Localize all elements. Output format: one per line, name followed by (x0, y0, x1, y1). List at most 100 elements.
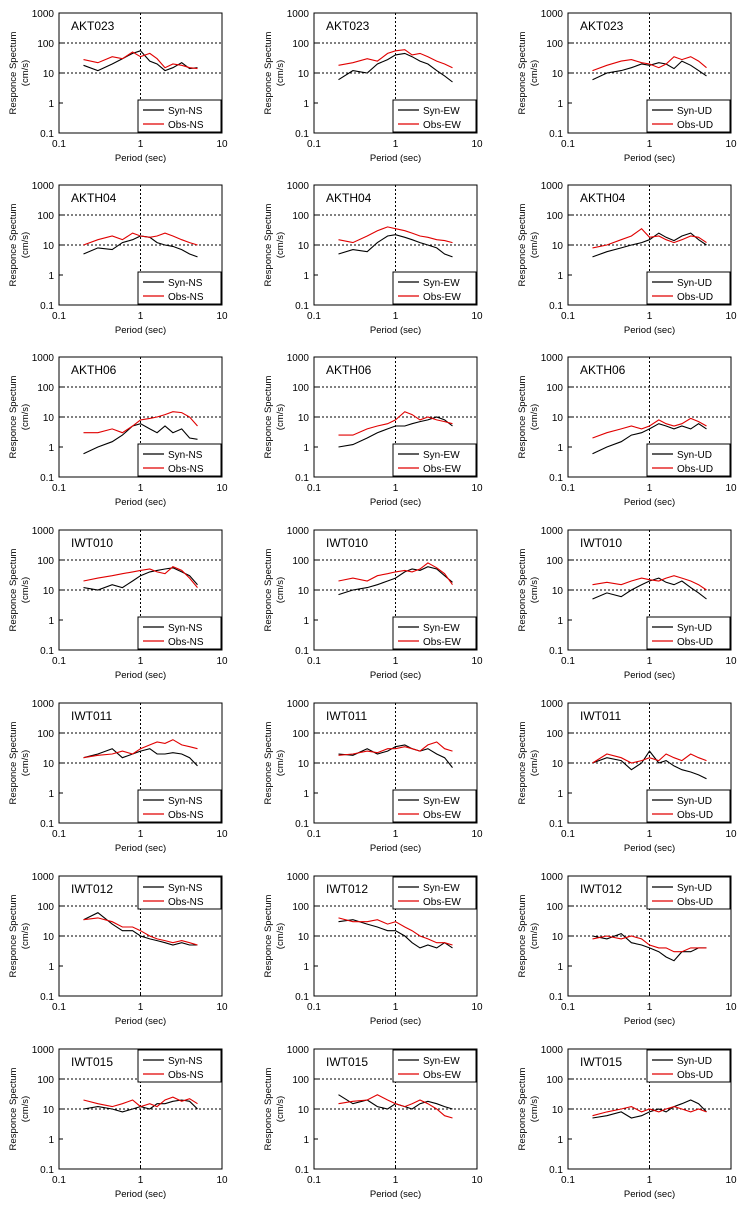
chart-panel-19: 0.1 1 10 0.1 1 10 100 1000 IWT015 Period (sec) Res… (263, 1045, 483, 1200)
x-tick-label: 10 (471, 656, 483, 667)
y-tick-label: 1 (48, 962, 54, 973)
legend: Syn-EW Obs-EW (392, 616, 477, 650)
legend-box (392, 99, 477, 133)
y-axis-unit: (cm/s) (275, 1096, 286, 1122)
x-tick-label: 10 (725, 139, 737, 150)
station-title: IWT011 (326, 709, 367, 723)
x-tick-label: 0.1 (307, 483, 321, 494)
y-tick-label: 1000 (541, 353, 564, 364)
y-axis-label: Responce Spectum (263, 203, 274, 286)
x-tick-label: 10 (471, 483, 483, 494)
y-tick-label: 100 (546, 729, 563, 740)
legend: Syn-NS Obs-NS (137, 443, 222, 477)
y-tick-label: 100 (37, 556, 54, 567)
y-axis-label: Responce Spectum (517, 31, 528, 114)
y-tick-label: 100 (292, 556, 309, 567)
series-line-Syn-EW (338, 52, 453, 83)
chart-panel-7: 0.1 1 10 0.1 1 10 100 1000 AKTH06 Period (sec) Res… (263, 353, 483, 508)
series-line-Syn-NS (83, 912, 198, 946)
x-tick-label: 0.1 (561, 311, 575, 322)
series-line-Syn-NS (83, 748, 198, 767)
station-title: IWT012 (580, 882, 622, 896)
station-title: IWT015 (71, 1055, 113, 1069)
y-tick-label: 1 (557, 616, 563, 627)
y-axis-unit: (cm/s) (20, 232, 31, 258)
x-tick-label: 1 (393, 1002, 399, 1013)
y-tick-label: 0.1 (549, 646, 563, 657)
y-tick-label: 1 (557, 1135, 563, 1146)
y-tick-label: 1 (48, 443, 54, 454)
series-line-Syn-UD (592, 750, 707, 780)
legend-label: Syn-NS (168, 1056, 203, 1067)
legend-label: Syn-EW (423, 1056, 460, 1067)
y-axis-label: Responce Spectum (263, 548, 274, 631)
series-line-Obs-UD (592, 417, 707, 439)
legend-label: Syn-EW (423, 450, 460, 461)
y-axis-unit: (cm/s) (275, 404, 286, 430)
x-tick-label: 10 (216, 139, 228, 150)
y-tick-label: 10 (552, 1105, 564, 1116)
legend-label: Syn-NS (168, 623, 203, 634)
y-tick-label: 100 (546, 211, 563, 222)
y-axis-unit: (cm/s) (529, 750, 540, 776)
chart-panel-17: 0.1 1 10 0.1 1 10 100 1000 IWT012 Period (sec) Res… (517, 872, 737, 1027)
y-tick-label: 1000 (32, 526, 55, 537)
x-axis-label: Period (sec) (115, 153, 166, 164)
series-line-Obs-UD (592, 575, 707, 591)
y-axis-label: Responce Spectum (8, 894, 19, 977)
legend-label: Obs-UD (677, 1070, 713, 1081)
x-axis-label: Period (sec) (370, 325, 421, 336)
series-line-Obs-NS (83, 411, 198, 434)
y-tick-label: 1000 (541, 181, 564, 192)
x-tick-label: 10 (725, 829, 737, 840)
y-tick-label: 1000 (32, 9, 55, 20)
y-tick-label: 0.1 (40, 819, 54, 830)
x-tick-label: 0.1 (561, 483, 575, 494)
y-tick-label: 0.1 (295, 646, 309, 657)
series-line-Obs-NS (83, 51, 198, 70)
x-axis-label: Period (sec) (624, 843, 675, 854)
x-axis-label: Period (sec) (624, 670, 675, 681)
legend-label: Obs-UD (677, 292, 713, 303)
y-axis-label: Responce Spectum (8, 548, 19, 631)
y-tick-label: 100 (37, 211, 54, 222)
legend-box (646, 1049, 731, 1083)
y-tick-label: 100 (292, 39, 309, 50)
y-tick-label: 0.1 (295, 129, 309, 140)
y-tick-label: 100 (292, 902, 309, 913)
x-tick-label: 10 (725, 311, 737, 322)
legend-box (392, 789, 477, 823)
y-tick-label: 0.1 (295, 1165, 309, 1176)
y-tick-label: 100 (292, 729, 309, 740)
series-line-Obs-UD (592, 56, 707, 72)
legend-label: Obs-EW (423, 1070, 461, 1081)
y-axis-label: Responce Spectum (517, 375, 528, 458)
legend-label: Obs-UD (677, 120, 713, 131)
y-tick-label: 0.1 (295, 473, 309, 484)
chart-panel-6: 0.1 1 10 0.1 1 10 100 1000 AKTH06 Period (sec) Res… (8, 353, 228, 508)
legend: Syn-UD Obs-UD (646, 443, 731, 477)
series-line-Obs-NS (83, 739, 198, 759)
y-tick-label: 0.1 (549, 1165, 563, 1176)
legend-label: Obs-EW (423, 292, 461, 303)
y-axis-unit: (cm/s) (20, 923, 31, 949)
y-axis-label: Responce Spectum (517, 894, 528, 977)
y-axis-label: Responce Spectum (517, 1067, 528, 1150)
x-axis-label: Period (sec) (370, 153, 421, 164)
y-axis-label: Responce Spectum (8, 203, 19, 286)
legend: Syn-NS Obs-NS (137, 99, 222, 133)
y-tick-label: 10 (43, 69, 55, 80)
y-tick-label: 10 (43, 241, 55, 252)
x-tick-label: 1 (647, 829, 653, 840)
x-tick-label: 1 (138, 1002, 144, 1013)
y-tick-label: 1 (557, 99, 563, 110)
legend: Syn-EW Obs-EW (392, 789, 477, 823)
x-tick-label: 10 (725, 483, 737, 494)
y-tick-label: 1 (303, 443, 309, 454)
station-title: IWT012 (326, 882, 368, 896)
x-tick-label: 1 (393, 1175, 399, 1186)
x-tick-label: 0.1 (307, 1002, 321, 1013)
x-tick-label: 10 (216, 1175, 228, 1186)
legend-box (392, 1049, 477, 1083)
